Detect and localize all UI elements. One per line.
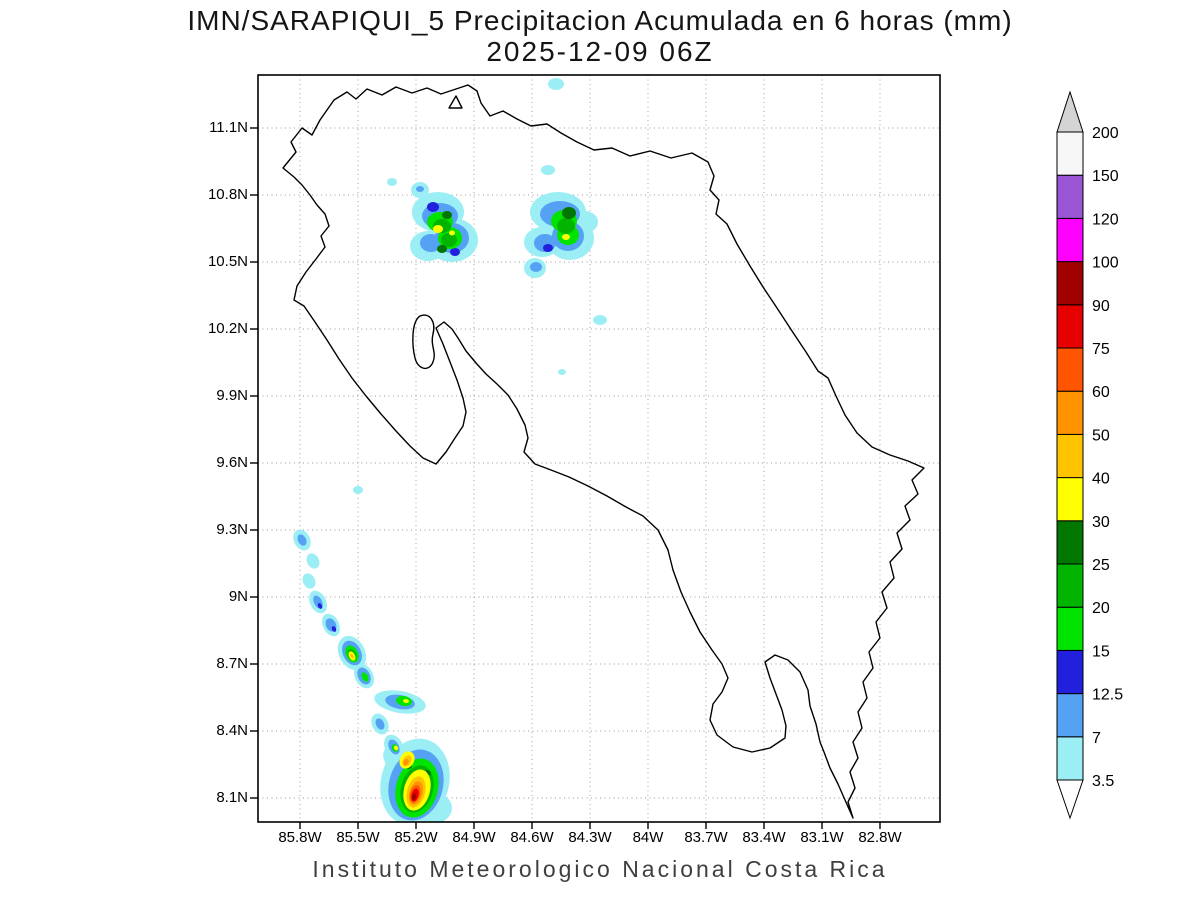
colorbar-segment-120 — [1056, 174, 1084, 219]
colorbar-below-min-arrow — [1056, 779, 1084, 820]
lat-tick-label: 10.8N — [207, 186, 248, 203]
costa-rica-coastline — [282, 84, 925, 819]
grid-lines — [258, 75, 940, 822]
lat-tick-label: 11.1N — [209, 119, 248, 136]
precip-layer-90mm — [411, 793, 417, 801]
colorbar-segment-12.5 — [1056, 649, 1084, 695]
lat-tick-label: 9.6N — [216, 454, 248, 471]
lon-tick-label: 84.6W — [510, 829, 554, 846]
colorbar-segment-40 — [1056, 433, 1084, 479]
colorbar-segment-25 — [1056, 520, 1084, 565]
lon-tick-label: 83.1W — [800, 829, 844, 846]
colorbar-label: 75 — [1092, 341, 1110, 358]
lat-tick-label: 9N — [228, 588, 248, 605]
colorbar-label: 12.5 — [1092, 687, 1123, 704]
lon-tick-label: 84.9W — [452, 829, 496, 846]
lon-tick-label: 84.3W — [568, 829, 612, 846]
lat-tick-label: 10.5N — [207, 253, 248, 270]
colorbar-label: 100 — [1092, 255, 1119, 272]
precipitation-shading — [293, 78, 607, 822]
footer-caption: Instituto Meteorologico Nacional Costa R… — [312, 856, 888, 882]
lon-tick-label: 83.4W — [742, 829, 786, 846]
colorbar-label: 120 — [1092, 211, 1119, 228]
axis-tick-marks — [250, 127, 881, 829]
colorbar-segment-50 — [1056, 390, 1084, 435]
lat-tick-label: 8.1N — [216, 789, 248, 806]
colorbar-segment-20 — [1056, 563, 1084, 608]
lon-tick-label: 85.2W — [394, 829, 438, 846]
colorbar-segment-60 — [1056, 347, 1084, 392]
lon-tick-label: 82.8W — [858, 829, 902, 846]
precip-layer-25mm — [404, 207, 576, 776]
colorbar-segment-150 — [1056, 131, 1084, 176]
lon-tick-label: 84W — [632, 829, 664, 846]
colorbar-segment-90 — [1056, 261, 1084, 306]
lat-tick-label: 10.2N — [207, 320, 248, 337]
precip-layer-7mm — [297, 186, 584, 821]
colorbar-segment-3.5 — [1056, 736, 1084, 781]
colorbar-label: 60 — [1092, 384, 1110, 401]
colorbar-segment-15 — [1056, 606, 1084, 651]
colorbar-label: 30 — [1092, 514, 1110, 531]
map-title: IMN/SARAPIQUI_5 Precipitacion Acumulada … — [187, 5, 1013, 36]
colorbar-above-max-arrow — [1056, 90, 1084, 133]
lat-tick-label: 8.7N — [216, 655, 248, 672]
colorbar-label: 40 — [1092, 471, 1110, 488]
colorbar-label: 90 — [1092, 298, 1110, 315]
lon-tick-label: 85.8W — [278, 829, 322, 846]
colorbar-label: 200 — [1092, 125, 1119, 142]
colorbar-label: 15 — [1092, 643, 1110, 660]
colorbar-segment-30 — [1056, 477, 1084, 522]
map-valid-time: 2025-12-09 06Z — [486, 36, 714, 67]
colorbar-segment-75 — [1056, 304, 1084, 349]
colorbar-segment-100 — [1056, 217, 1084, 263]
colorbar-label: 3.5 — [1092, 773, 1114, 790]
border-islet-outline — [448, 95, 463, 109]
colorbar-segment-7 — [1056, 693, 1084, 738]
colorbar-label: 50 — [1092, 427, 1110, 444]
lon-tick-label: 83.7W — [684, 829, 728, 846]
colorbar-label: 25 — [1092, 557, 1110, 574]
precip-colorbar: 3.5 7 12.5 15 20 25 30 40 50 60 75 90 100 120 150 200 — [1056, 90, 1123, 820]
precip-layer-12.5mm — [317, 202, 553, 632]
colorbar-label: 150 — [1092, 168, 1119, 185]
colorbar-label: 7 — [1092, 730, 1101, 747]
coastline-group — [282, 84, 925, 819]
nicoya-estuary-outline — [412, 314, 435, 369]
precip-layer-3.5mm — [293, 78, 607, 822]
lat-tick-label: 9.3N — [216, 521, 248, 538]
lat-tick-label: 8.4N — [216, 722, 248, 739]
map-frame — [257, 74, 941, 823]
lon-tick-label: 85.5W — [336, 829, 380, 846]
lat-tick-label: 9.9N — [216, 387, 248, 404]
colorbar-label: 20 — [1092, 600, 1110, 617]
